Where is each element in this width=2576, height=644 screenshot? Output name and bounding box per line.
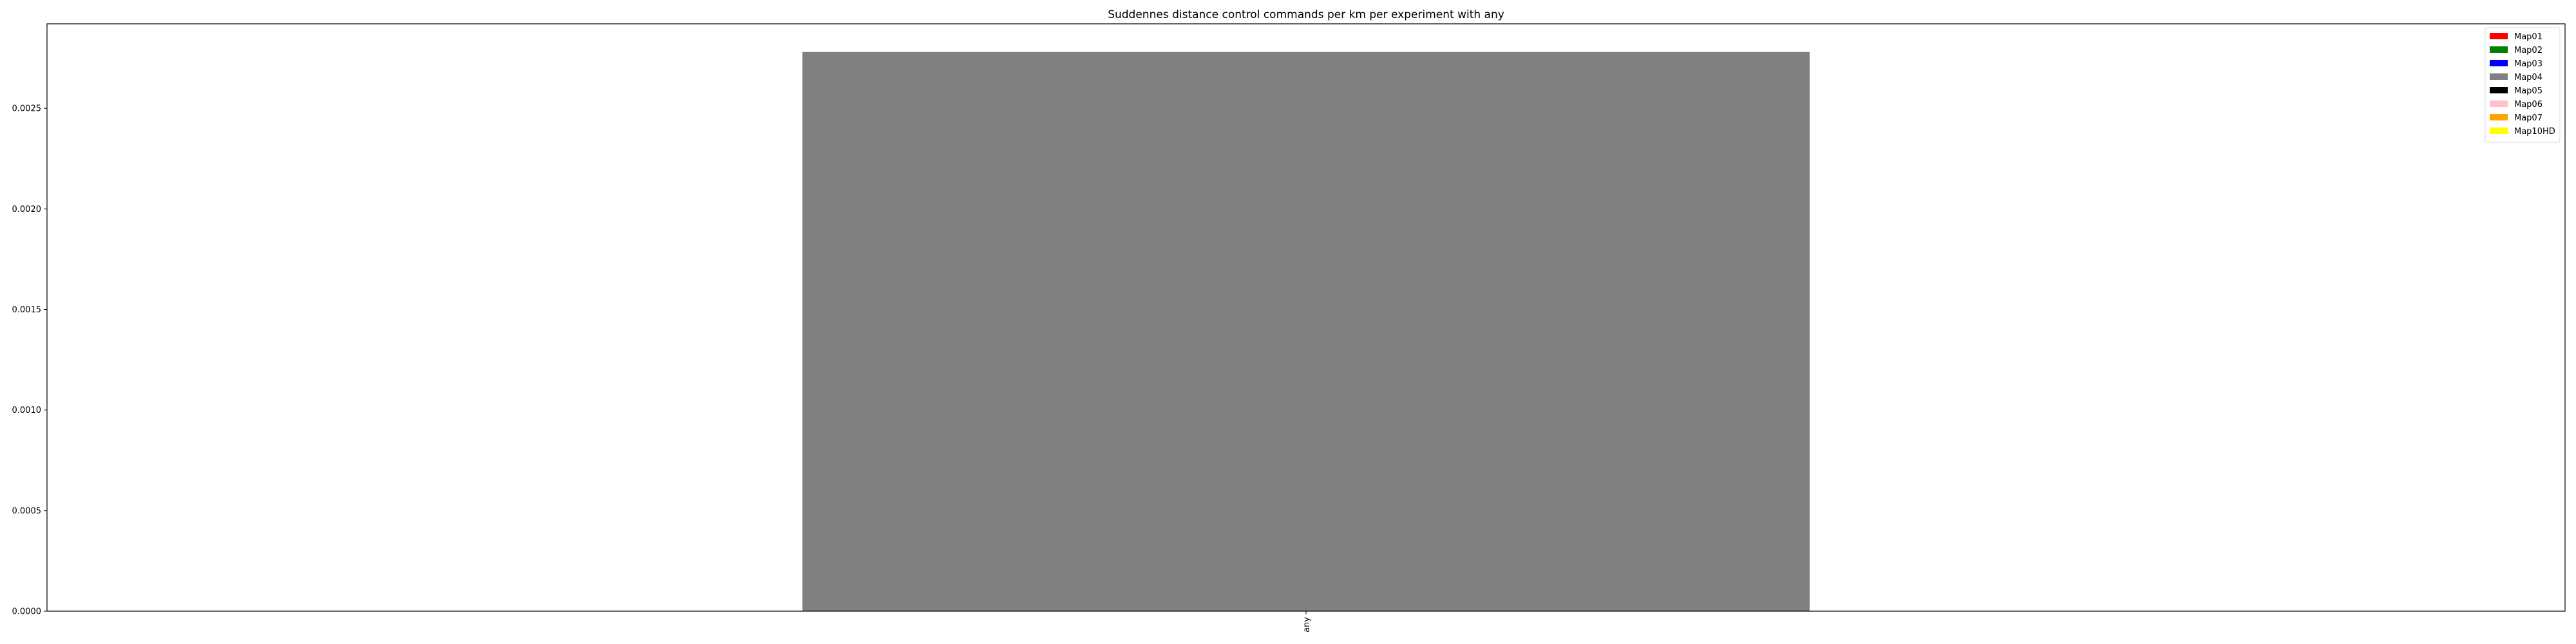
legend-label-map10hd: Map10HD [2514,127,2555,137]
legend-box [2485,27,2561,143]
y-tick-label: 0.0025 [12,104,42,114]
legend-label-map02: Map02 [2514,46,2543,55]
legend-label-map01: Map01 [2514,32,2543,42]
y-tick-label: 0.0005 [12,506,42,516]
legend-label-map04: Map04 [2514,73,2543,82]
bar-map04-any [802,52,1810,611]
legend-swatch-map04 [2490,73,2508,80]
legend-swatch-map07 [2490,114,2508,120]
y-tick-label: 0.0020 [12,205,42,214]
legend-label-map03: Map03 [2514,59,2543,69]
legend-swatch-map10hd [2490,128,2508,134]
x-tick-label: any [1302,617,1312,632]
legend-label-map05: Map05 [2514,86,2543,96]
legend-swatch-map05 [2490,87,2508,93]
y-tick-label: 0.0000 [12,607,42,617]
axes-frame [46,23,2566,612]
y-tick-label: 0.0015 [12,305,42,315]
legend-label-map06: Map06 [2514,100,2543,109]
legend-swatch-map01 [2490,33,2508,39]
chart-title: Suddennes distance control commands per … [1108,8,1504,21]
plot-area: any 0.0000 0.0005 0.0010 0.0015 0.0020 0.0025 [12,23,2566,632]
legend: Map01 Map02 Map03 Map04 Map05 Map06 Map07 Map10… [2485,27,2561,143]
y-tick-label: 0.0010 [12,406,42,415]
legend-swatch-map06 [2490,100,2508,107]
legend-swatch-map03 [2490,60,2508,66]
legend-label-map07: Map07 [2514,113,2543,123]
legend-swatch-map02 [2490,46,2508,53]
